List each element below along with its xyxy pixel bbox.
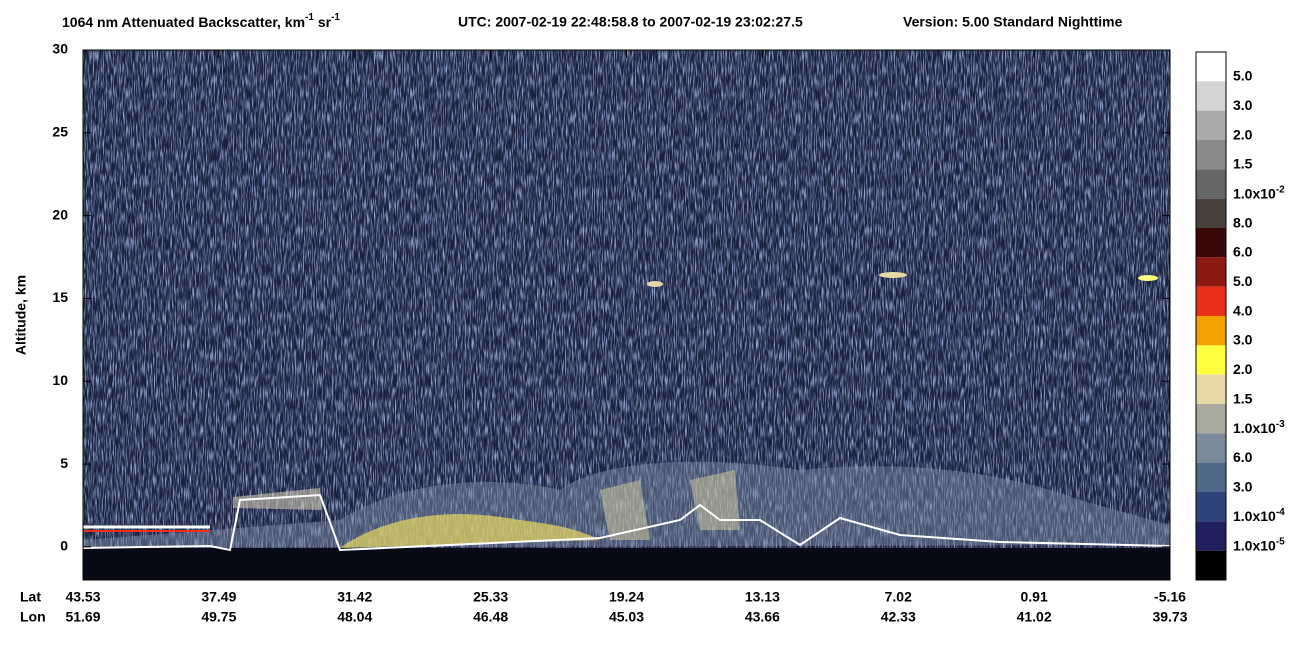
lon-label: 46.48	[473, 609, 508, 625]
chart-title: 1064 nm Attenuated Backscatter, km-1 sr-…	[62, 12, 340, 30]
y-tick-label: 5	[60, 455, 68, 471]
colorbar-swatch	[1196, 198, 1226, 228]
colorbar-frame	[1195, 51, 1227, 581]
backscatter-image	[82, 50, 1171, 580]
lon-label: 43.66	[745, 609, 780, 625]
colorbar-swatch	[1196, 550, 1226, 580]
colorbar-swatch	[1196, 257, 1226, 287]
lat-label: 31.42	[337, 589, 372, 605]
colorbar-label: 1.0x10-5	[1233, 536, 1285, 553]
colorbar-label: 3.0	[1233, 332, 1253, 348]
colorbar-swatch	[1196, 374, 1226, 404]
title-sup: -1	[331, 12, 340, 23]
colorbar-swatch	[1196, 404, 1226, 434]
lon-label: 48.04	[337, 609, 372, 625]
y-tick-label: 10	[52, 372, 68, 388]
colorbar-label: 1.0x10-3	[1233, 419, 1285, 436]
colorbar-swatch	[1196, 228, 1226, 258]
colorbar-label: 4.0	[1233, 302, 1253, 318]
colorbar-label: 1.0x10-4	[1233, 507, 1285, 524]
colorbar-label-exp: -3	[1276, 419, 1285, 430]
y-tick-label: 20	[52, 206, 68, 222]
lat-label: -5.16	[1154, 589, 1186, 605]
colorbar-label-exp: -2	[1276, 184, 1285, 195]
lon-label: 45.03	[609, 609, 644, 625]
lat-label: 37.49	[201, 589, 236, 605]
colorbar-swatch	[1196, 169, 1226, 199]
title-text: sr	[314, 14, 332, 30]
colorbar-swatch	[1196, 81, 1226, 111]
lat-label: 7.02	[885, 589, 912, 605]
y-axis-label: Altitude, km	[13, 275, 29, 355]
colorbar-label-exp: -4	[1276, 507, 1285, 518]
lat-label: 13.13	[745, 589, 780, 605]
time-range: UTC: 2007-02-19 22:48:58.8 to 2007-02-19…	[458, 14, 803, 30]
colorbar-swatch	[1196, 286, 1226, 316]
lon-label: 39.73	[1152, 609, 1187, 625]
colorbar-label: 5.0	[1233, 273, 1253, 289]
lat-label: 0.91	[1021, 589, 1048, 605]
colorbar-label: 5.0	[1233, 68, 1253, 84]
colorbar-label-base: 1.0x10	[1233, 420, 1276, 436]
lon-label: 42.33	[881, 609, 916, 625]
colorbar-label-base: 1.0x10	[1233, 537, 1276, 553]
colorbar-label: 6.0	[1233, 244, 1253, 260]
colorbar-swatch	[1196, 316, 1226, 346]
lon-label: 51.69	[65, 609, 100, 625]
colorbar-label: 1.0x10-2	[1233, 184, 1285, 201]
lon-label: 49.75	[201, 609, 236, 625]
y-tick-label: 15	[52, 289, 68, 305]
colorbar-label: 1.5	[1233, 156, 1253, 172]
colorbar-swatch	[1196, 52, 1226, 82]
title-sup: -1	[305, 12, 314, 23]
y-tick-label: 30	[52, 41, 68, 57]
colorbar-swatch	[1196, 140, 1226, 170]
colorbar-swatch	[1196, 345, 1226, 375]
x-row-label: Lon	[20, 609, 46, 625]
lat-label: 43.53	[65, 589, 100, 605]
colorbar-swatch	[1196, 110, 1226, 140]
colorbar-label-base: 1.0x10	[1233, 508, 1276, 524]
colorbar-label-exp: -5	[1276, 536, 1285, 547]
colorbar-label: 8.0	[1233, 214, 1253, 230]
x-row-label: Lat	[20, 589, 41, 605]
y-tick-label: 25	[52, 124, 68, 140]
colorbar-label: 3.0	[1233, 97, 1253, 113]
lat-label: 19.24	[609, 589, 644, 605]
y-tick-label: 0	[60, 538, 68, 554]
lat-label: 25.33	[473, 589, 508, 605]
colorbar-label: 1.5	[1233, 390, 1253, 406]
title-text: 1064 nm Attenuated Backscatter, km	[62, 14, 305, 30]
lon-label: 41.02	[1017, 609, 1052, 625]
colorbar-swatch	[1196, 521, 1226, 551]
colorbar-swatch	[1196, 492, 1226, 522]
colorbar-swatch	[1196, 433, 1226, 463]
version: Version: 5.00 Standard Nighttime	[903, 14, 1123, 30]
colorbar-label: 2.0	[1233, 361, 1253, 377]
colorbar-label-base: 1.0x10	[1233, 185, 1276, 201]
colorbar-label: 6.0	[1233, 449, 1253, 465]
colorbar-label: 2.0	[1233, 126, 1253, 142]
colorbar-label: 3.0	[1233, 478, 1253, 494]
colorbar-swatch	[1196, 462, 1226, 492]
